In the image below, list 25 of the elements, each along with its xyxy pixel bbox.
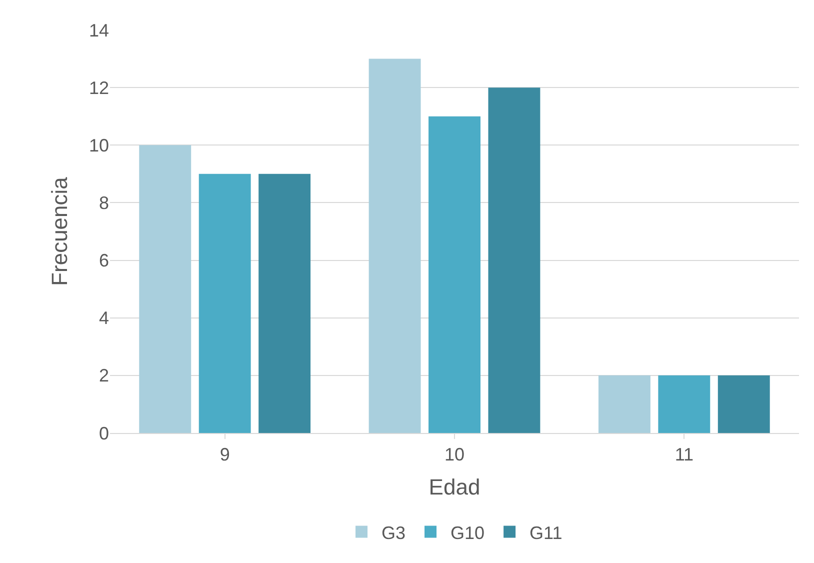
y-axis-title: Frecuencia: [46, 176, 72, 286]
bar: [718, 375, 770, 433]
bar: [368, 58, 421, 433]
bar: [428, 116, 480, 433]
x-tick-label: 9: [220, 444, 230, 465]
bar: [658, 375, 710, 433]
y-tick-label: 12: [88, 78, 109, 98]
legend-label: G3: [382, 522, 406, 543]
y-tick-label: 10: [88, 135, 109, 156]
bar: [139, 145, 192, 433]
bar: [598, 375, 650, 433]
legend-label: G11: [530, 522, 562, 543]
bar: [198, 174, 251, 433]
bar: [258, 174, 311, 433]
y-tick-label: 14: [88, 20, 109, 40]
y-tick-label: 0: [98, 423, 109, 444]
y-tick-label: 4: [98, 308, 109, 328]
y-tick-label: 8: [98, 193, 109, 214]
x-tick-label: 10: [444, 444, 465, 465]
x-axis-title: Edad: [428, 474, 480, 500]
legend-label: G10: [450, 522, 485, 543]
y-tick-label: 2: [98, 366, 109, 386]
x-tick-label: 11: [674, 444, 694, 465]
y-tick-label: 6: [98, 250, 109, 271]
bar: [488, 88, 540, 433]
